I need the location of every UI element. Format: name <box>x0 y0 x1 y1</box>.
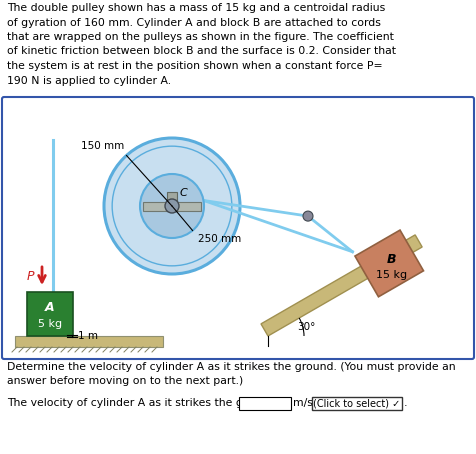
Polygon shape <box>355 230 424 297</box>
Text: 190 N is applied to cylinder A.: 190 N is applied to cylinder A. <box>7 75 171 85</box>
Text: 150 mm: 150 mm <box>81 142 125 152</box>
Text: (Click to select) ✓: (Click to select) ✓ <box>313 399 400 409</box>
Text: Determine the velocity of cylinder A as it strikes the ground. (You must provide: Determine the velocity of cylinder A as … <box>7 362 456 372</box>
Text: the system is at rest in the position shown when a constant force P=: the system is at rest in the position sh… <box>7 61 383 71</box>
Text: 5 kg: 5 kg <box>38 319 62 329</box>
Text: The velocity of cylinder A as it strikes the ground is: The velocity of cylinder A as it strikes… <box>7 398 287 408</box>
Text: that are wrapped on the pulleys as shown in the figure. The coefficient: that are wrapped on the pulleys as shown… <box>7 32 394 42</box>
FancyBboxPatch shape <box>27 292 73 336</box>
Circle shape <box>303 211 313 221</box>
Text: 15 kg: 15 kg <box>376 270 407 280</box>
Text: P: P <box>27 270 34 282</box>
FancyBboxPatch shape <box>15 336 163 347</box>
Text: B: B <box>387 253 397 266</box>
Circle shape <box>165 199 179 213</box>
FancyBboxPatch shape <box>2 97 474 359</box>
FancyBboxPatch shape <box>167 192 177 202</box>
Text: C: C <box>180 188 188 198</box>
Text: 250 mm: 250 mm <box>198 233 241 243</box>
FancyBboxPatch shape <box>238 397 290 410</box>
Text: .: . <box>404 398 407 408</box>
Text: 1 m: 1 m <box>78 331 98 341</box>
Circle shape <box>104 138 240 274</box>
Text: of kinetic friction between block B and the surface is 0.2. Consider that: of kinetic friction between block B and … <box>7 46 396 56</box>
Text: m/s: m/s <box>294 398 313 408</box>
Text: A: A <box>45 301 55 314</box>
Text: of gyration of 160 mm. Cylinder A and block B are attached to cords: of gyration of 160 mm. Cylinder A and bl… <box>7 18 381 28</box>
FancyBboxPatch shape <box>311 397 401 410</box>
Text: answer before moving on to the next part.): answer before moving on to the next part… <box>7 376 243 386</box>
Text: The double pulley shown has a mass of 15 kg and a centroidal radius: The double pulley shown has a mass of 15… <box>7 3 385 13</box>
Text: 30°: 30° <box>297 322 316 332</box>
FancyBboxPatch shape <box>143 202 201 211</box>
Circle shape <box>140 174 204 238</box>
Polygon shape <box>261 235 422 336</box>
